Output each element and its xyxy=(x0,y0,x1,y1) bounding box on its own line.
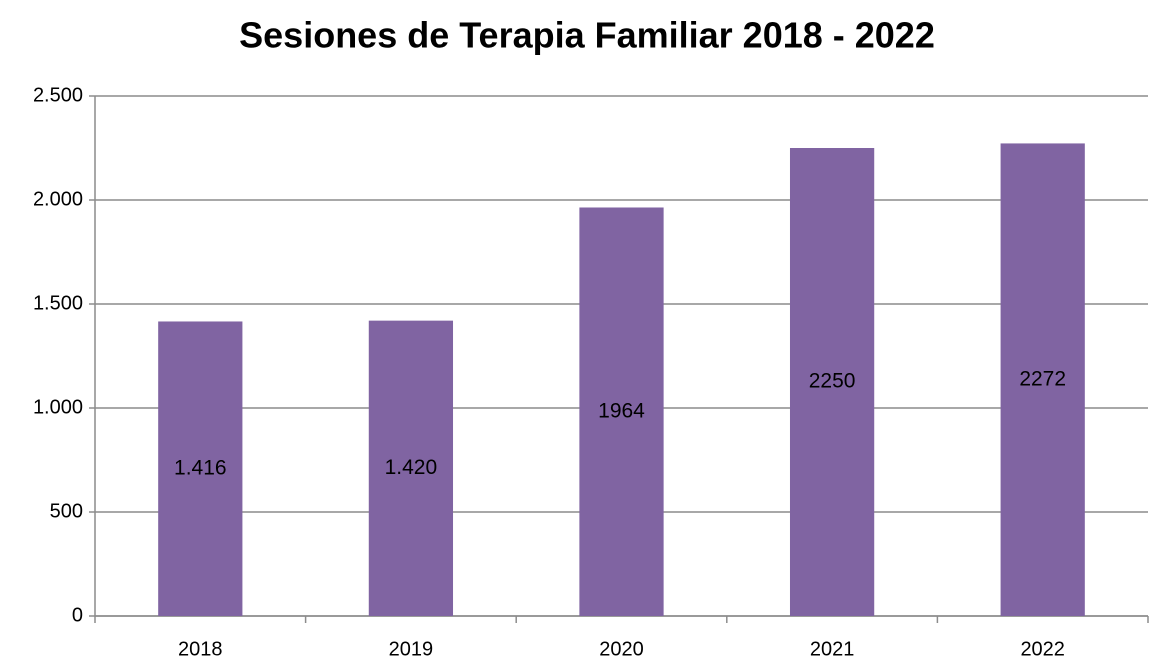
x-tick-label: 2021 xyxy=(810,638,855,660)
x-tick-label: 2018 xyxy=(178,638,223,660)
y-tick-label: 2.000 xyxy=(33,188,83,210)
x-tick-label: 2022 xyxy=(1020,638,1065,660)
bar xyxy=(368,320,454,616)
y-tick-label: 0 xyxy=(72,604,83,626)
x-tick-label: 2020 xyxy=(599,638,644,660)
data-label: 1964 xyxy=(598,399,645,422)
bar xyxy=(1000,143,1085,616)
data-label: 1.416 xyxy=(174,456,227,479)
bar xyxy=(158,321,243,616)
bar xyxy=(789,148,875,616)
y-tick-label: 500 xyxy=(50,500,83,522)
x-tick-label: 2019 xyxy=(389,638,434,660)
bar xyxy=(579,207,664,616)
chart-title: Sesiones de Terapia Familiar 2018 - 2022 xyxy=(239,15,935,56)
data-label: 2272 xyxy=(1019,367,1066,390)
y-tick-label: 1.000 xyxy=(33,396,83,418)
data-label: 2250 xyxy=(809,370,856,393)
y-tick-label: 2.500 xyxy=(33,84,83,106)
data-label: 1.420 xyxy=(385,456,438,479)
y-tick-label: 1.500 xyxy=(33,292,83,314)
